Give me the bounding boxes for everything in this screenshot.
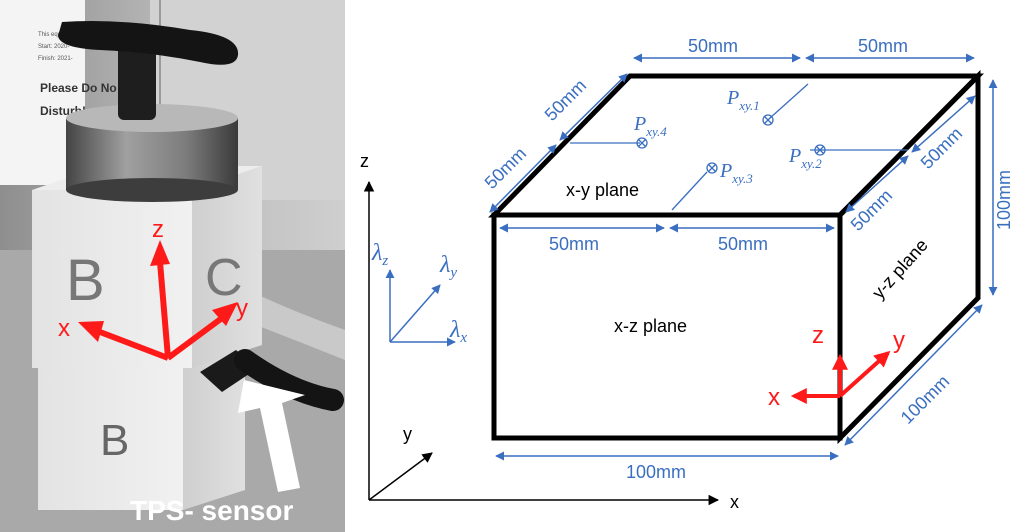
dim-front-top-right: 50mm: [718, 234, 768, 254]
lower-foam-block: B: [38, 342, 245, 510]
local-y-arrow: [838, 350, 891, 398]
dimension-lines: [489, 53, 998, 461]
global-x-label: x: [730, 492, 739, 512]
dim-top-back-left: 50mm: [688, 36, 738, 56]
global-y-axis: [368, 452, 433, 501]
sample-photo: This equipment Start: 2020- Finish: 2021…: [0, 0, 345, 532]
photo-z-label: z: [152, 216, 164, 243]
photo-x-arrow: [98, 329, 170, 361]
tps-sensor: [200, 349, 344, 411]
upper-block-letter-right: C: [205, 249, 243, 307]
dim-front-top-left: 50mm: [549, 234, 599, 254]
local-z-label: z: [812, 322, 824, 349]
dim-line-right-upper: [911, 95, 976, 153]
point-xy-2-label: Pxy.2: [788, 145, 822, 171]
photo-x-label: x: [58, 315, 70, 342]
local-x-label: x: [768, 384, 780, 411]
local-axes: [790, 350, 891, 404]
dim-line-left-upper: [559, 73, 628, 141]
photo-y-label: y: [236, 295, 248, 322]
dim-height: 100mm: [994, 170, 1012, 230]
xy-plane-label: x-y plane: [566, 180, 639, 200]
dim-top-back-right: 50mm: [858, 36, 908, 56]
measurement-points: [570, 83, 908, 211]
point-xy-2-marker: [814, 144, 826, 156]
upper-block-letter-left: B: [66, 248, 105, 313]
sticker-line-4: Please Do No: [40, 81, 117, 95]
point-xy-4-marker: [636, 137, 648, 149]
lambda-z-label: λz: [371, 240, 388, 269]
conductivity-axes: [385, 269, 456, 347]
point-xy-1-label: Pxy.1: [726, 87, 760, 113]
tps-sensor-label: TPS- sensor: [130, 495, 293, 526]
t-handle: [58, 21, 239, 120]
dim-line-depth: [844, 304, 983, 446]
global-z-label: z: [360, 151, 369, 171]
dim-line-left-lower: [489, 144, 557, 213]
point-xy-1-marker: [762, 114, 774, 126]
sticker-line-2: Start: 2020-: [38, 44, 69, 50]
sample-diagram: z y x λz λy λx x-y plane x-z plane y-z p…: [360, 36, 1012, 512]
lambda-x-label: λx: [449, 317, 467, 346]
dim-width: 100mm: [626, 462, 686, 482]
global-axes: [363, 180, 720, 506]
metal-weight: [66, 104, 238, 202]
photo-y-arrow: [166, 315, 224, 361]
photo-axes: [78, 240, 238, 361]
dim-right-lower: 50mm: [847, 185, 897, 235]
global-y-label: y: [403, 424, 412, 444]
dim-depth: 100mm: [897, 371, 954, 428]
yz-plane-label: y-z plane: [868, 235, 932, 303]
xz-plane-label: x-z plane: [614, 316, 687, 336]
point-xy-3-marker: [706, 162, 718, 174]
lambda-y-label: λy: [439, 252, 457, 281]
local-y-label: y: [893, 327, 905, 354]
sticker-line-3: Finish: 2021-: [38, 56, 73, 62]
lower-block-letter: B: [100, 416, 129, 465]
sensor-pointer-arrow: [238, 380, 305, 492]
photo-z-arrow: [157, 261, 171, 359]
point-xy-4-label: Pxy.4: [633, 113, 667, 139]
point-xy-3-label: Pxy.3: [719, 160, 753, 186]
dim-line-right-lower: [845, 155, 909, 213]
